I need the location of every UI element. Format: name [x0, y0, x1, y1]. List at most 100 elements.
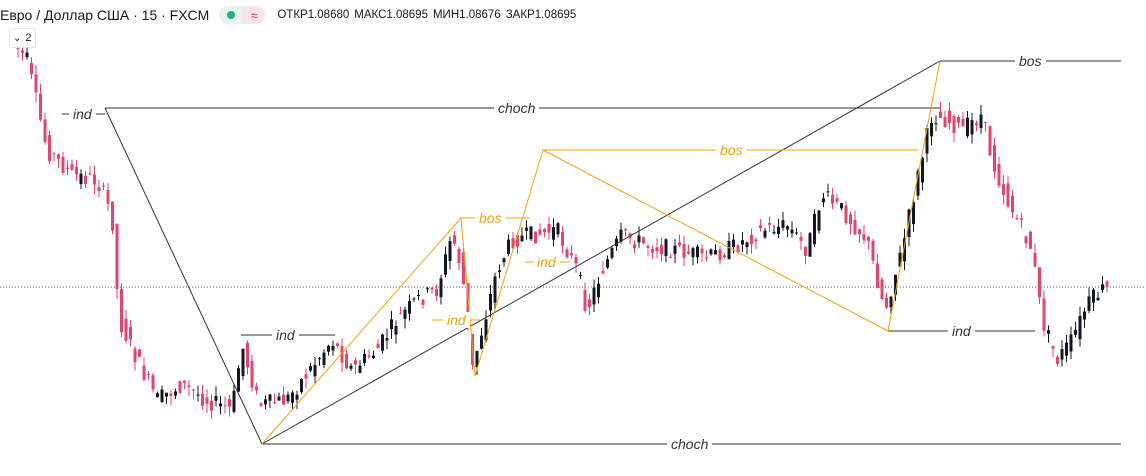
candle-body [322, 352, 326, 365]
candle-body [340, 346, 344, 363]
candle-body [718, 249, 722, 261]
candle-body [498, 270, 501, 273]
candle-body [723, 255, 726, 258]
candle-body [444, 254, 447, 275]
candle-body [984, 122, 987, 124]
candle-body [412, 298, 416, 300]
candle-body [997, 163, 1001, 186]
candle-body [556, 223, 560, 235]
label-ind-2[interactable]: ind [272, 327, 299, 343]
candle-body [700, 248, 704, 254]
label-choch-top[interactable]: choch [494, 100, 540, 116]
label-ind-orange-1[interactable]: ind [443, 312, 470, 328]
candle-body [759, 225, 762, 229]
label-bos-top[interactable]: bos [1015, 53, 1046, 69]
candle-body [430, 287, 434, 290]
candle-body [849, 214, 852, 225]
candle-body [390, 319, 393, 330]
candle-body [358, 365, 362, 373]
candle-body [75, 166, 78, 175]
candle-body [1006, 183, 1010, 207]
candle-body [669, 256, 672, 258]
candle-body [462, 252, 465, 285]
candle-body [480, 335, 483, 349]
candle-body [952, 116, 956, 134]
candle-body [453, 235, 456, 244]
candle-body [1078, 315, 1082, 340]
candle-body [1083, 311, 1086, 320]
candle-body [466, 283, 470, 327]
candle-body [1042, 298, 1046, 331]
drop-line[interactable] [104, 107, 263, 445]
candle-body [516, 235, 519, 247]
candle-body [241, 348, 245, 377]
candle-body [880, 279, 884, 300]
candle-body [687, 251, 690, 254]
candle-body [1101, 284, 1104, 290]
candle-body [93, 174, 96, 185]
candle-body [966, 117, 969, 137]
drawings-layer[interactable] [62, 60, 1121, 445]
candle-body [205, 397, 209, 404]
candle-body [601, 271, 605, 274]
candle-body [174, 391, 177, 396]
candle-body [25, 52, 29, 58]
candle-body [817, 210, 821, 231]
candle-body [741, 240, 744, 245]
candle-body [84, 175, 87, 184]
market-status[interactable]: ≈ [219, 5, 266, 25]
candle-body [408, 301, 411, 314]
candle-body [417, 294, 420, 296]
candle-body [871, 240, 875, 261]
candle-body [169, 393, 173, 396]
candle-body [394, 326, 398, 335]
candle-body [219, 403, 222, 407]
label-ind-3[interactable]: ind [948, 323, 975, 339]
candle-body [291, 392, 294, 403]
candle-body [259, 403, 263, 406]
candle-body [822, 198, 825, 203]
candle-body [264, 399, 267, 405]
indicators-collapse-button[interactable]: ⌄ 2 [9, 28, 36, 48]
candle-body [948, 110, 951, 124]
candle-body [867, 236, 870, 241]
candle-body [372, 355, 375, 358]
candle-body [619, 229, 623, 242]
candle-body [844, 205, 848, 224]
candle-body [435, 289, 438, 296]
candle-body [1092, 289, 1095, 303]
label-choch-bottom[interactable]: choch [667, 436, 713, 452]
candle-body [376, 343, 380, 349]
candle-body [187, 385, 191, 387]
candle-body [268, 394, 272, 401]
candle-body [21, 50, 24, 53]
label-ind-orange-2[interactable]: ind [533, 254, 560, 270]
rise-line[interactable] [261, 60, 941, 445]
symbol-title[interactable]: Евро / Доллар США · 15 · FXCM [0, 7, 210, 23]
candle-body [988, 126, 992, 156]
candle-body [1029, 231, 1032, 249]
label-bos-orange-1[interactable]: bos [475, 210, 506, 226]
candle-body [853, 219, 857, 235]
candle-body [1038, 267, 1041, 298]
candle-body [156, 393, 159, 398]
candle-body [124, 318, 128, 341]
label-bos-orange-2[interactable]: bos [716, 142, 747, 158]
candle-body [750, 234, 753, 245]
candle-body [732, 239, 735, 248]
candle-body [246, 342, 249, 368]
candle-body [106, 190, 110, 204]
candle-body [583, 289, 587, 311]
candle-body [511, 238, 515, 249]
candle-body [921, 158, 924, 183]
candle-body [673, 245, 677, 255]
candle-body [916, 170, 920, 196]
candle-body [831, 194, 834, 204]
candle-body [975, 123, 978, 126]
label-ind-1[interactable]: ind [69, 106, 96, 122]
orange-leg-1[interactable] [261, 60, 941, 445]
ohlc-open: ОТКР1.08680 [277, 9, 350, 21]
candle-body [565, 249, 569, 258]
candle-body [552, 227, 555, 240]
